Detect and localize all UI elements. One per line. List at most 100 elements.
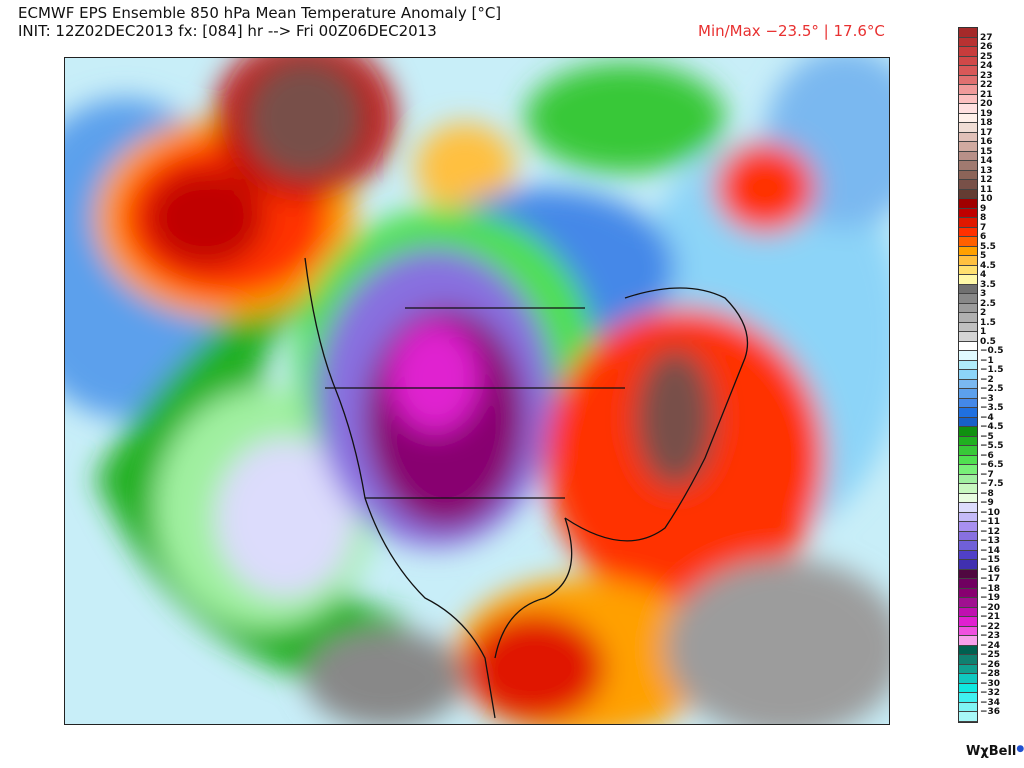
colorbar-label: −6.5 [980,460,1004,470]
colorbar-swatch [959,56,977,66]
colorbar-swatch [959,379,977,389]
colorbar-swatch [959,693,977,703]
colorbar-swatch [959,237,977,247]
colorbar-label: 25 [980,51,993,62]
colorbar-swatch [959,66,977,76]
colorbar-swatch [959,427,977,437]
colorbar-label: −22 [980,621,1001,632]
colorbar-label: 3.5 [980,279,996,290]
colorbar-swatch [959,712,977,722]
colorbar-swatch [959,28,977,38]
colorbar-swatch [959,123,977,133]
colorbar-swatch [959,598,977,608]
colorbar-label: −4 [980,412,994,423]
colorbar-label: −14 [980,545,1001,556]
colorbar-swatch [959,303,977,313]
coastlines [304,257,749,719]
colorbar-swatch [959,560,977,570]
colorbar-swatch [959,417,977,427]
colorbar-swatch [959,37,977,47]
colorbar-swatch [959,161,977,171]
colorbar-label: 8 [980,213,987,223]
colorbar-label: 2 [980,308,987,318]
colorbar-swatch [959,569,977,579]
colorbar-swatch [959,674,977,684]
colorbar-label: −26 [980,659,1001,670]
colorbar-swatch [959,550,977,560]
colorbar-label: −17 [980,574,1001,584]
colorbar-label: −24 [980,640,1001,651]
colorbar-swatch [959,75,977,85]
colorbar-label: 19 [980,108,993,119]
colorbar-swatch [959,655,977,665]
colorbar-swatch [959,503,977,513]
colorbar-swatch [959,189,977,199]
colorbar-label: −11 [980,517,1001,527]
colorbar-swatch [959,579,977,589]
colorbar-swatch [959,332,977,342]
colorbar-swatch [959,455,977,465]
colorbar-swatch [959,607,977,617]
colorbar-label: −15 [980,555,1001,565]
wxbell-logo: WχBell● [966,744,1024,759]
colorbar-swatch [959,94,977,104]
colorbar-swatch [959,218,977,228]
colorbar-label: −19 [980,593,1001,603]
colorbar-swatch [959,512,977,522]
colorbar-label: 2.5 [980,298,996,309]
colorbar-swatch [959,208,977,218]
colorbar-label: 13 [980,165,993,176]
colorbar [958,27,978,723]
colorbar-label: −18 [980,583,1001,594]
colorbar-label: 11 [980,184,993,195]
colorbar-swatch [959,341,977,351]
colorbar-label: 22 [980,80,993,90]
colorbar-label: −20 [980,602,1001,613]
colorbar-swatch [959,484,977,494]
colorbar-label: −32 [980,688,1001,698]
colorbar-swatch [959,408,977,418]
colorbar-label: 16 [980,137,993,147]
colorbar-swatch [959,617,977,627]
colorbar-label: 1.5 [980,317,996,328]
colorbar-label: 5 [980,251,987,261]
colorbar-swatch [959,275,977,285]
colorbar-swatch [959,493,977,503]
colorbar-swatch [959,313,977,323]
colorbar-swatch [959,446,977,456]
colorbar-swatch [959,246,977,256]
colorbar-label: 1 [980,327,987,337]
colorbar-label: −34 [980,697,1001,708]
colorbar-swatch [959,256,977,266]
colorbar-label: 4.5 [980,260,996,271]
init-time: INIT: 12Z02DEC2013 fx: [084] hr --> Fri … [18,22,437,40]
colorbar-label: 7 [980,222,987,233]
colorbar-swatch [959,294,977,304]
colorbar-swatch [959,664,977,674]
colorbar-label: −23 [980,631,1001,641]
colorbar-label: −13 [980,536,1001,546]
colorbar-label: 26 [980,42,993,52]
colorbar-swatch [959,465,977,475]
colorbar-label: 14 [980,156,993,166]
colorbar-swatch [959,199,977,209]
colorbar-label: −12 [980,526,1001,537]
colorbar-swatch [959,588,977,598]
colorbar-swatch [959,398,977,408]
colorbar-swatch [959,541,977,551]
colorbar-swatch [959,151,977,161]
colorbar-label: 5.5 [980,241,996,252]
colorbar-label: −6 [980,450,994,461]
colorbar-swatch [959,389,977,399]
colorbar-swatch [959,531,977,541]
colorbar-label: 10 [980,194,993,204]
colorbar-swatch [959,522,977,532]
colorbar-label: −9 [980,498,994,508]
colorbar-label: −1 [980,355,994,366]
colorbar-label: −28 [980,669,1001,679]
colorbar-label: 12 [980,175,993,185]
colorbar-label: 24 [980,61,993,71]
colorbar-label: 21 [980,89,993,100]
colorbar-label: −8 [980,488,994,499]
colorbar-label: −36 [980,707,1001,717]
